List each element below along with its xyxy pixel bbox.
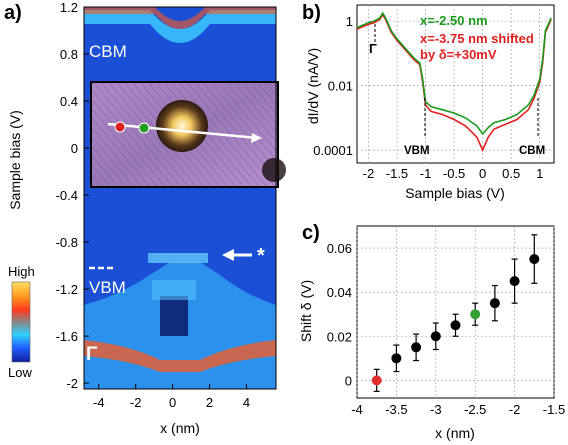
a-ytick-label: -0.4: [56, 188, 78, 203]
a-ytick-label: 0.8: [60, 47, 78, 62]
a-ytick-label: -2: [66, 376, 78, 391]
vbm-label-b: VBM: [404, 145, 430, 157]
dark-defect: [262, 158, 286, 182]
a-xtick-label: -2: [130, 395, 142, 410]
panel-a-frame: [83, 6, 277, 390]
legend-green: x=-2.50 nm: [420, 13, 488, 28]
heatmap-panel-a: [84, 7, 276, 389]
adsorbate-bump: [156, 100, 208, 152]
panel-b-ylabel: dI/dV (nA/V): [305, 48, 321, 124]
c-ytick-label: 0.04: [327, 285, 352, 300]
legend-red-1: x=-3.75 nm shifted: [420, 31, 534, 46]
panel-c-x-ticks: -4 -3.5 -3 -2.5 -2 -1.5: [351, 402, 565, 417]
a-ytick-label: 0.4: [60, 94, 78, 109]
a-xtick-label: 0: [169, 395, 176, 410]
legend-red-2: by δ=+30mV: [420, 47, 497, 62]
c-xtick-label: -1.5: [543, 402, 565, 417]
red-marker: [114, 121, 126, 133]
data-point: [489, 298, 500, 309]
data-point: [470, 309, 481, 320]
colorbar-low: Low: [8, 365, 32, 380]
c-ytick-label: 0.02: [327, 329, 352, 344]
panel-c-xlabel: x (nm): [435, 425, 475, 441]
star-arrow-head: [222, 249, 234, 261]
line-cut: [107, 122, 259, 140]
panel-c-label: c): [302, 222, 320, 244]
b-ytick-label: 0.01: [328, 79, 353, 94]
shoulder-state: [148, 253, 208, 263]
a-ytick-label: -1.6: [56, 329, 78, 344]
panel-b-grid: [357, 5, 554, 163]
panel-a-y-ticks: 1.2 0.8 0.4 0 -0.4 -0.8 -1.2 -1.6 -2: [56, 0, 89, 391]
data-point: [391, 353, 402, 364]
vbm-bright-spot: [152, 280, 196, 300]
panel-c-grid: [356, 226, 555, 398]
data-point: [450, 320, 461, 331]
a-xtick-label: 4: [243, 395, 250, 410]
star-label: *: [257, 245, 265, 267]
panel-c-frame: [356, 225, 555, 399]
cbm-band-red: [84, 7, 276, 29]
b-xtick-label: -1: [420, 166, 432, 181]
cbm-band-cyan: [84, 10, 276, 43]
data-point: [411, 342, 422, 353]
stm-inset: [90, 81, 286, 188]
panel-b-xlabel: Sample bias (V): [405, 185, 505, 201]
c-xtick-label: -3.5: [385, 402, 407, 417]
green-marker: [138, 122, 150, 134]
gamma-label-b: Γ: [369, 41, 377, 56]
cbm-label: CBM: [89, 42, 127, 61]
a-ytick-label: -0.8: [56, 235, 78, 250]
a-ytick-label: 1.2: [60, 0, 78, 15]
b-ytick-label: 1: [346, 14, 353, 29]
a-ytick-label: -1.2: [56, 282, 78, 297]
c-xtick-label: -4: [351, 402, 363, 417]
cbm-label-b: CBM: [519, 145, 545, 157]
gamma-band: [84, 340, 276, 372]
c-ytick-label: 0: [345, 373, 352, 388]
line-cut-arrowhead: [251, 133, 262, 143]
data-point: [371, 375, 382, 386]
a-ytick-label: 0: [71, 141, 78, 156]
c-xtick-label: -2.5: [464, 402, 486, 417]
panel-b-y-ticks: 1 0.01 0.0001: [313, 14, 353, 158]
b-xtick-label: 1: [536, 166, 543, 181]
series-green-line: [357, 11, 552, 136]
panel-a-xlabel: x (nm): [160, 420, 200, 436]
b-xtick-label: 0: [479, 166, 486, 181]
c-xtick-label: -2: [509, 402, 521, 417]
b-xtick-label: 0.5: [502, 166, 520, 181]
data-point: [509, 276, 520, 287]
panel-b-label: b): [302, 2, 321, 24]
gamma-label-a: Γ: [86, 344, 98, 365]
colorbar-high: High: [8, 264, 35, 279]
panel-a-ylabel: Sample bias (V): [7, 110, 23, 210]
b-ytick-label: 0.0001: [313, 143, 353, 158]
dark-core: [160, 296, 188, 336]
c-xtick-label: -3: [430, 402, 442, 417]
panel-c-y-ticks: 0 0.02 0.04 0.06: [327, 241, 352, 388]
b-xtick-label: -1.5: [386, 166, 408, 181]
b-xtick-label: -0.5: [443, 166, 465, 181]
a-xtick-label: 2: [206, 395, 213, 410]
panel-b-x-ticks: -2 -1.5 -1 -0.5 0 0.5 1: [363, 166, 544, 181]
panel-c-ylabel: Shift δ (V): [298, 280, 314, 342]
a-xtick-label: -4: [93, 395, 105, 410]
colorbar: [11, 281, 31, 363]
panel-b-frame: [356, 4, 555, 164]
c-ytick-label: 0.06: [327, 241, 352, 256]
data-point: [430, 331, 441, 342]
panel-a-label: a): [4, 2, 22, 24]
vbm-label: VBM: [89, 278, 126, 297]
panel-c-points: [371, 234, 540, 392]
b-xtick-label: -2: [363, 166, 375, 181]
data-point: [529, 254, 540, 265]
panel-a-x-ticks: -4 -2 0 2 4: [93, 384, 250, 410]
